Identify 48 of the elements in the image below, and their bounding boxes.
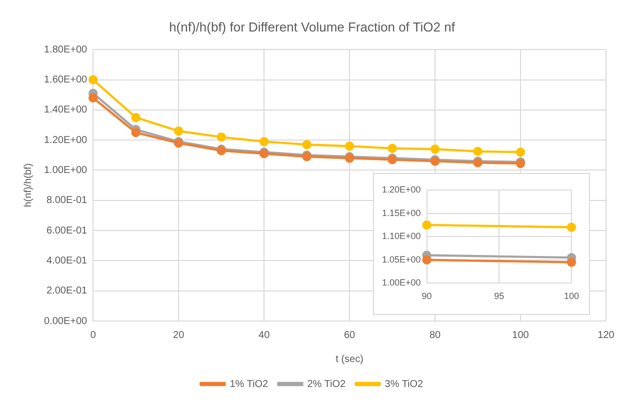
y-tick-label: 4.00E-01 [46, 255, 88, 266]
point [344, 142, 354, 151]
y-tick-label: 6.00E-01 [46, 225, 88, 236]
x-tick-label: 120 [598, 330, 615, 341]
point [174, 126, 184, 136]
point [388, 144, 397, 153]
y-tick-label: 1.00E+00 [382, 278, 421, 288]
x-axis-title: t (sec) [336, 354, 364, 365]
y-tick-label: 0.00E+00 [44, 316, 88, 327]
y-tick-label: 1.15E+00 [382, 208, 421, 218]
x-tick-label: 20 [173, 330, 185, 341]
x-tick-label: 0 [90, 330, 96, 341]
point [430, 144, 440, 154]
point [259, 136, 269, 146]
y-tick-label: 2.00E-01 [46, 286, 88, 297]
point [422, 220, 432, 230]
y-tick-label: 1.20E+00 [382, 184, 421, 194]
y-axis-title: h(nf)/h(bf) [22, 163, 34, 208]
point [88, 93, 98, 102]
x-tick-label: 80 [429, 330, 442, 341]
point [566, 222, 576, 232]
legend-label: 1% TiO2 [230, 378, 268, 390]
x-tick-label: 40 [258, 330, 270, 341]
x-tick-label: 60 [344, 330, 356, 341]
point [566, 258, 576, 267]
x-tick-label: 90 [422, 291, 432, 302]
y-tick-label: 1.40E+00 [44, 104, 88, 116]
x-tick-label: 95 [494, 291, 504, 302]
point [131, 112, 140, 122]
y-tick-label: 1.80E+00 [44, 44, 88, 56]
point [422, 255, 432, 264]
y-tick-label: 1.00E+00 [44, 164, 88, 176]
point [302, 140, 312, 150]
point [216, 132, 226, 142]
y-tick-label: 1.20E+00 [44, 134, 88, 146]
point [473, 146, 482, 156]
point [516, 148, 526, 157]
legend-label: 3% TiO2 [384, 378, 424, 390]
point [131, 128, 140, 138]
point [88, 75, 98, 84]
y-tick-label: 1.60E+00 [44, 74, 88, 86]
legend-label: 2% TiO2 [307, 378, 346, 390]
x-tick-label: 100 [512, 330, 530, 341]
chart-title: h(nf)/h(bf) for Different Volume Fraction of TiO2 nf [169, 19, 456, 34]
y-tick-label: 1.05E+00 [382, 254, 421, 264]
y-tick-label: 8.00E-01 [46, 195, 88, 206]
x-tick-label: 100 [564, 291, 580, 302]
y-tick-label: 1.10E+00 [382, 231, 421, 242]
